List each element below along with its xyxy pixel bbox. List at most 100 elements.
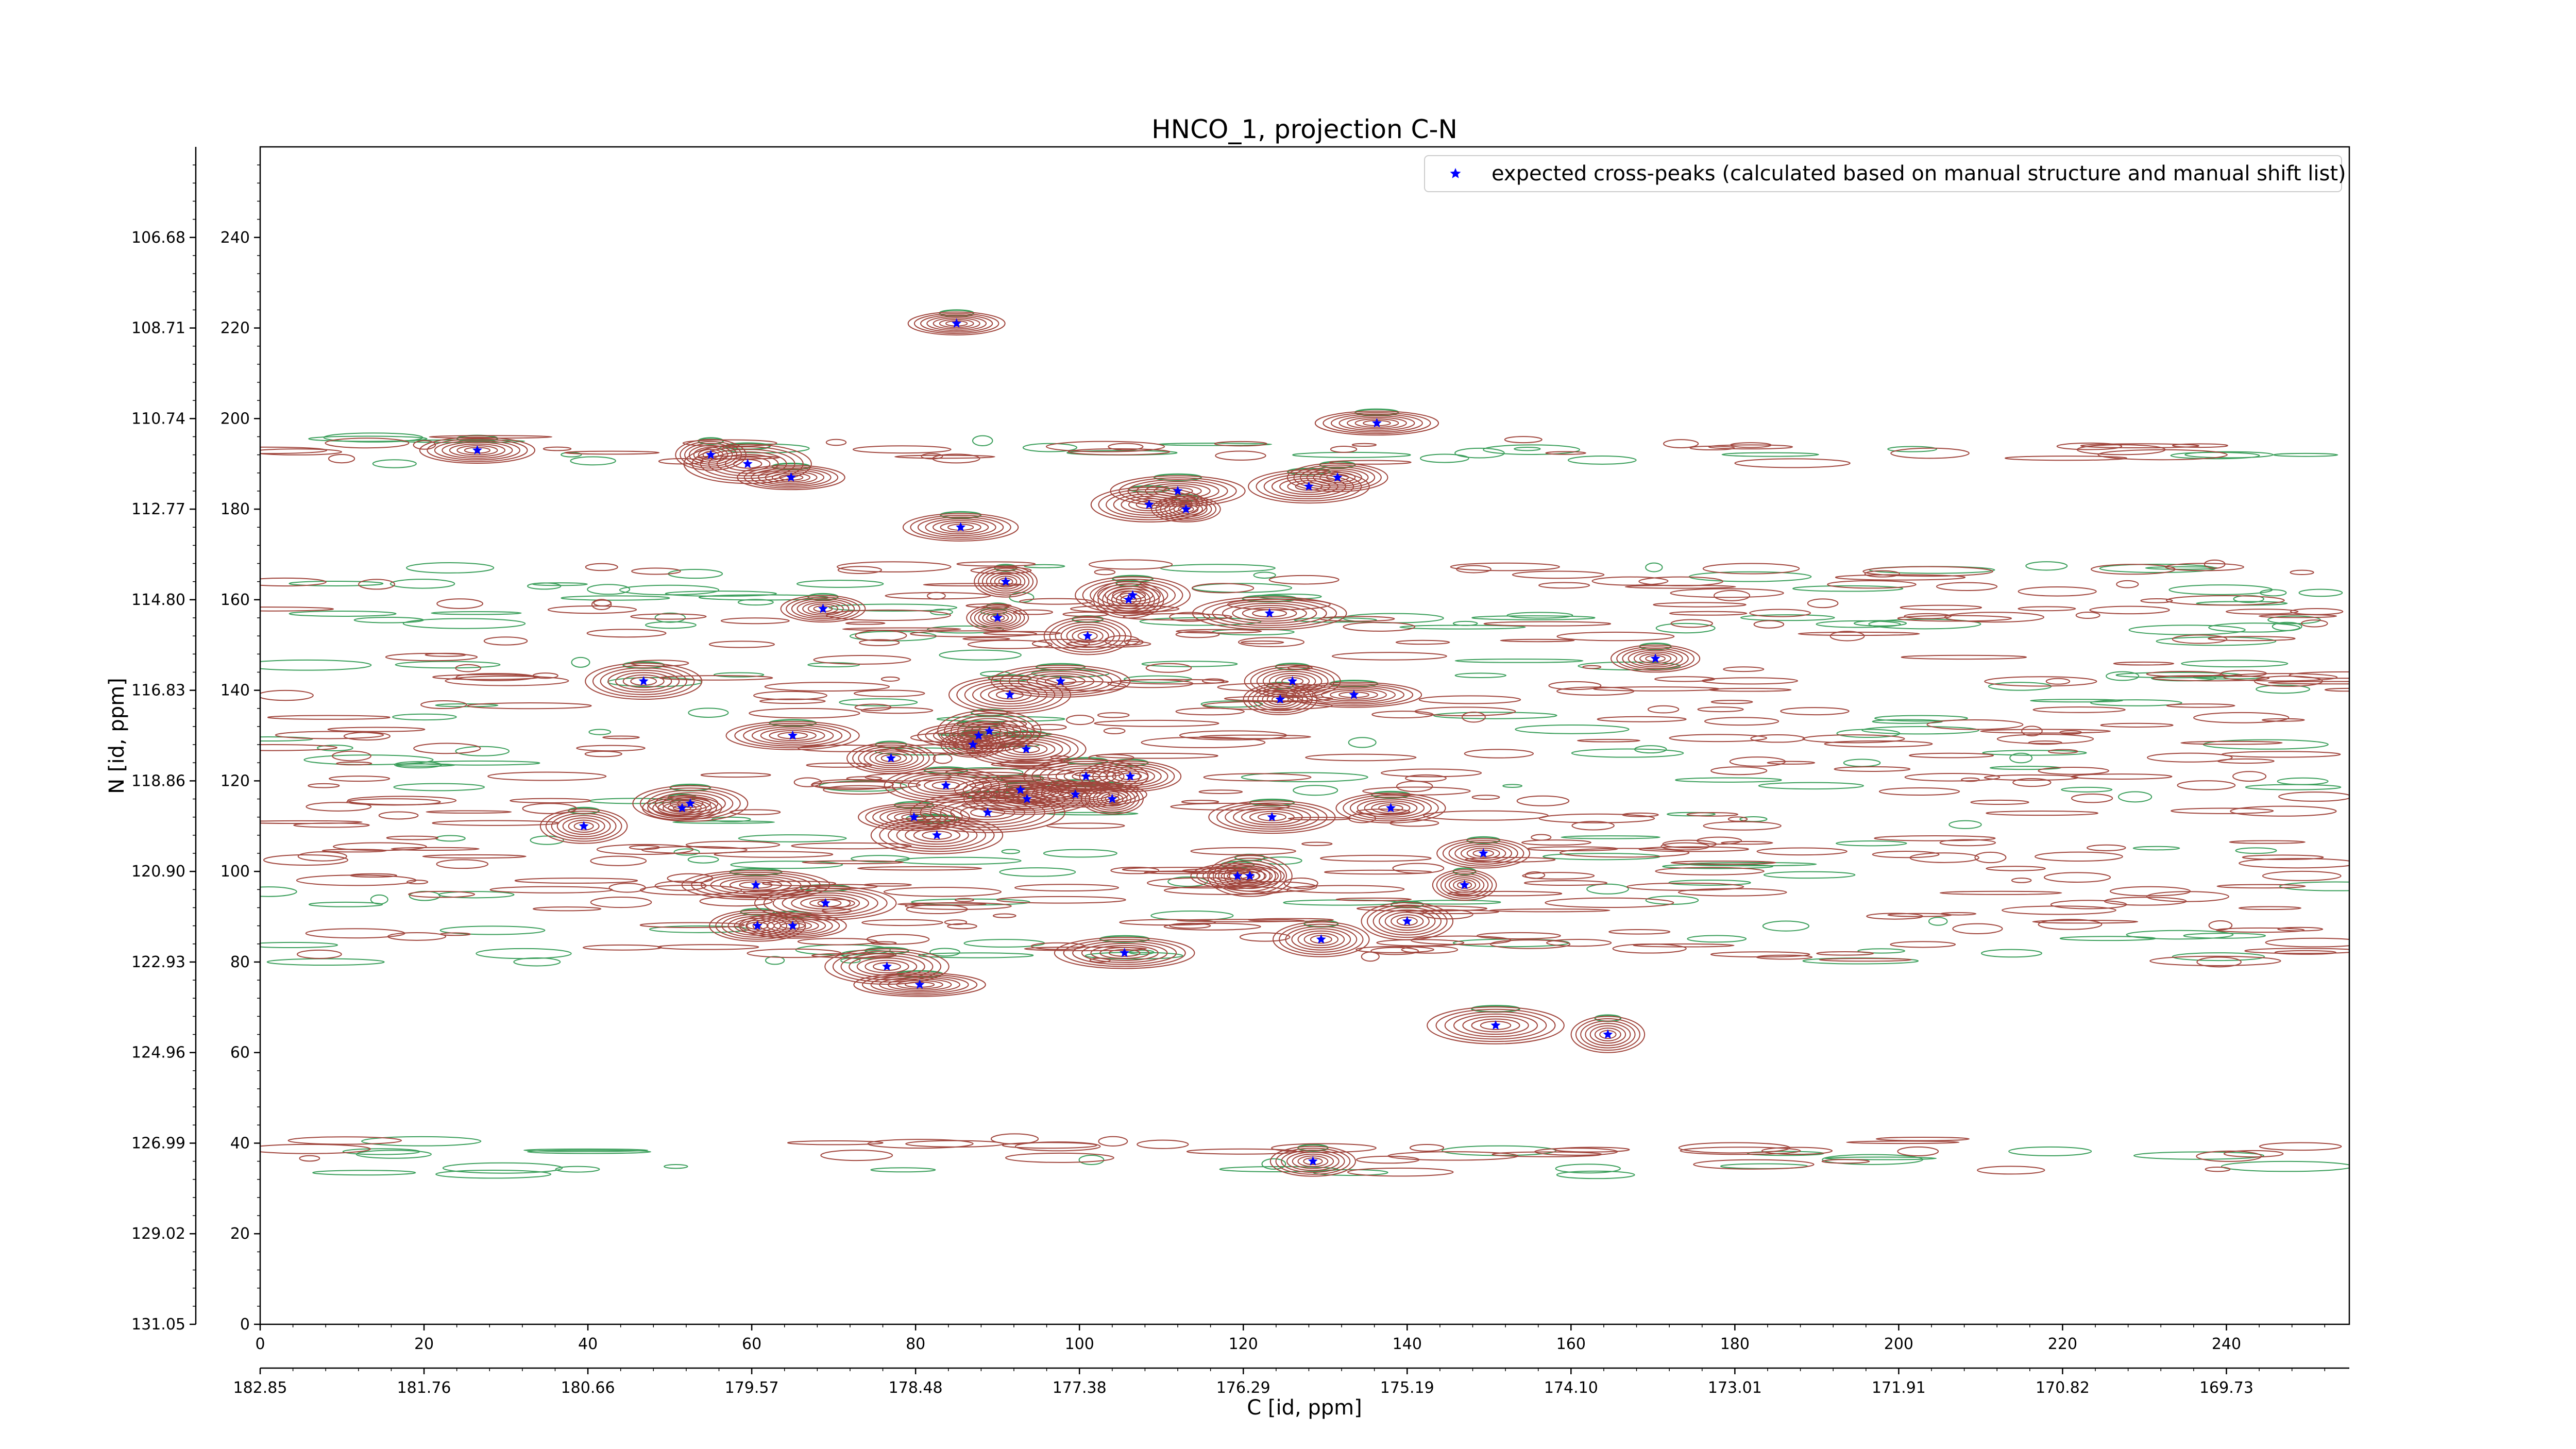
cross-peak-marker xyxy=(1124,594,1134,604)
positive-contour xyxy=(602,735,640,739)
positive-contour xyxy=(730,809,781,815)
negative-contour xyxy=(1139,617,1262,626)
positive-contour xyxy=(413,743,481,754)
positive-contour xyxy=(1214,441,1267,447)
positive-contour xyxy=(866,934,930,945)
positive-contour xyxy=(1107,679,1194,688)
peak-contour xyxy=(1092,764,1168,788)
peak-contour xyxy=(953,736,993,753)
positive-contour xyxy=(1767,761,1816,765)
peak-contour xyxy=(427,438,528,462)
cross-peak-marker xyxy=(952,318,962,328)
peak-contour xyxy=(849,955,925,978)
positive-contour xyxy=(1974,851,2007,864)
negative-contour xyxy=(1200,700,1263,708)
positive-contour xyxy=(1970,799,2029,805)
peak-contour xyxy=(1471,1018,1520,1033)
peak-contour xyxy=(917,516,1004,538)
negative-contour xyxy=(392,713,457,721)
positive-contour xyxy=(2239,858,2349,869)
positive-contour xyxy=(260,448,343,456)
positive-contour xyxy=(1521,839,1591,846)
positive-contour xyxy=(1780,707,1850,716)
positive-contour xyxy=(1066,640,1151,648)
negative-contour xyxy=(442,1162,563,1174)
positive-contour xyxy=(1170,803,1290,811)
positive-contour xyxy=(1904,613,1952,619)
peak-contour xyxy=(1190,863,1285,889)
positive-contour xyxy=(842,627,961,631)
positive-contour xyxy=(564,450,660,455)
positive-contour xyxy=(798,744,891,752)
positive-contour xyxy=(1554,1147,1630,1153)
negative-contour xyxy=(523,1148,649,1152)
positive-contour xyxy=(2208,636,2296,642)
positive-contour xyxy=(2238,906,2302,911)
cross-peak-marker xyxy=(982,807,993,817)
x-ppm-tick-label: 180.66 xyxy=(561,1379,615,1397)
cross-peak-marker xyxy=(1021,744,1031,753)
peak-contour xyxy=(1347,416,1407,430)
positive-contour xyxy=(1504,436,1543,444)
peak-contour xyxy=(1079,761,1182,793)
y-ppm-tick-label: 124.96 xyxy=(131,1044,185,1062)
peak-contour xyxy=(956,678,1063,712)
positive-contour xyxy=(2050,900,2127,909)
positive-contour xyxy=(436,598,483,609)
positive-contour xyxy=(596,844,694,855)
positive-contour xyxy=(2265,937,2349,948)
positive-contour xyxy=(1422,909,1473,920)
peak-contour xyxy=(1256,471,1362,502)
cross-peak-marker xyxy=(882,961,892,971)
positive-contour xyxy=(1708,444,1793,450)
positive-contour xyxy=(1952,923,2003,934)
positive-contour xyxy=(1248,918,1334,922)
x-axis-ppm: 182.85 181.76 180.66 179.57 178.48 177.38 176.… xyxy=(233,1367,2349,1397)
peak-contour xyxy=(1628,650,1683,668)
positive-contour xyxy=(325,437,410,449)
positive-contour xyxy=(332,750,371,762)
positive-contour xyxy=(762,881,836,886)
positive-contour xyxy=(2223,673,2338,682)
positive-contour xyxy=(859,639,900,646)
positive-contour xyxy=(2113,661,2175,666)
peak-contour xyxy=(754,886,897,921)
negative-contour xyxy=(2245,784,2342,790)
positive-contour xyxy=(2140,598,2173,603)
positive-contour xyxy=(2164,563,2245,571)
positive-contour xyxy=(802,860,904,865)
negative-contour xyxy=(1843,759,1881,767)
negative-contour xyxy=(2128,625,2246,635)
negative-contour xyxy=(2030,699,2123,703)
y-tick-label: 120 xyxy=(221,772,250,790)
peak-contour xyxy=(1361,902,1454,940)
peak-contour xyxy=(1313,470,1362,485)
positive-contour xyxy=(787,1140,884,1145)
positive-contour xyxy=(387,932,447,941)
negative-contour xyxy=(2298,588,2343,597)
peak-contour xyxy=(1285,926,1358,953)
peak-contour xyxy=(970,606,1025,630)
positive-contour xyxy=(1181,800,1219,804)
negative-contour xyxy=(1675,777,1782,783)
peak-contour xyxy=(1292,1153,1334,1169)
positive-contour xyxy=(2012,778,2052,787)
peak-contour xyxy=(1247,685,1313,714)
peak-contour xyxy=(1585,1023,1631,1046)
y-axis-ppm: 131.05 129.02 126.99 124.96 122.93 120.90 118.… xyxy=(131,147,197,1334)
positive-contour xyxy=(2146,671,2223,677)
negative-contour xyxy=(1515,724,1630,734)
positive-contour xyxy=(1897,1146,1939,1157)
negative-contour xyxy=(393,783,485,791)
positive-contour xyxy=(1701,677,1799,685)
positive-contour xyxy=(582,944,662,951)
positive-contour xyxy=(267,715,391,720)
positive-contour xyxy=(1680,1147,1801,1155)
positive-contour xyxy=(1343,621,1416,632)
x-axis-title: C [id, ppm] xyxy=(1247,1396,1362,1420)
positive-contour xyxy=(2193,712,2290,723)
positive-contour xyxy=(422,854,527,859)
positive-contour xyxy=(1331,652,1447,661)
peak-contour xyxy=(737,464,845,491)
positive-contour xyxy=(861,919,943,926)
